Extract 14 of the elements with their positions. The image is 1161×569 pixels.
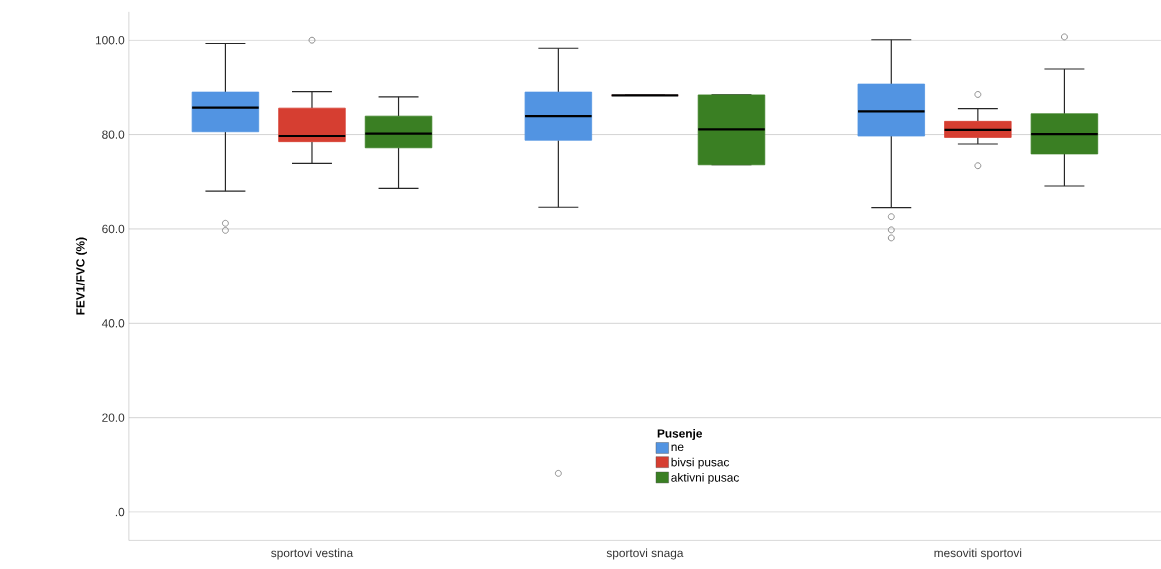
y-tick-label: 20.0: [102, 413, 125, 422]
x-tick-label: mesoviti sportovi: [934, 548, 1022, 560]
y-axis-title: FEV1/FVC (%): [75, 237, 87, 315]
x-tick-label: sportovi snaga: [606, 548, 684, 560]
y-tick-label: 100.0: [95, 35, 125, 45]
legend-label: aktivni pusac: [671, 472, 739, 484]
legend-label: ne: [671, 444, 684, 452]
y-tick-label: 40.0: [101, 319, 125, 328]
legend-title: Pusenje: [657, 428, 703, 440]
y-tick-label: 80.0: [102, 130, 125, 139]
x-tick-label: sportovi vestina: [271, 548, 354, 560]
legend-label: bivsi pusac: [671, 457, 730, 469]
y-tick-label: .0: [115, 507, 125, 517]
y-tick-label: 60.0: [102, 224, 125, 234]
